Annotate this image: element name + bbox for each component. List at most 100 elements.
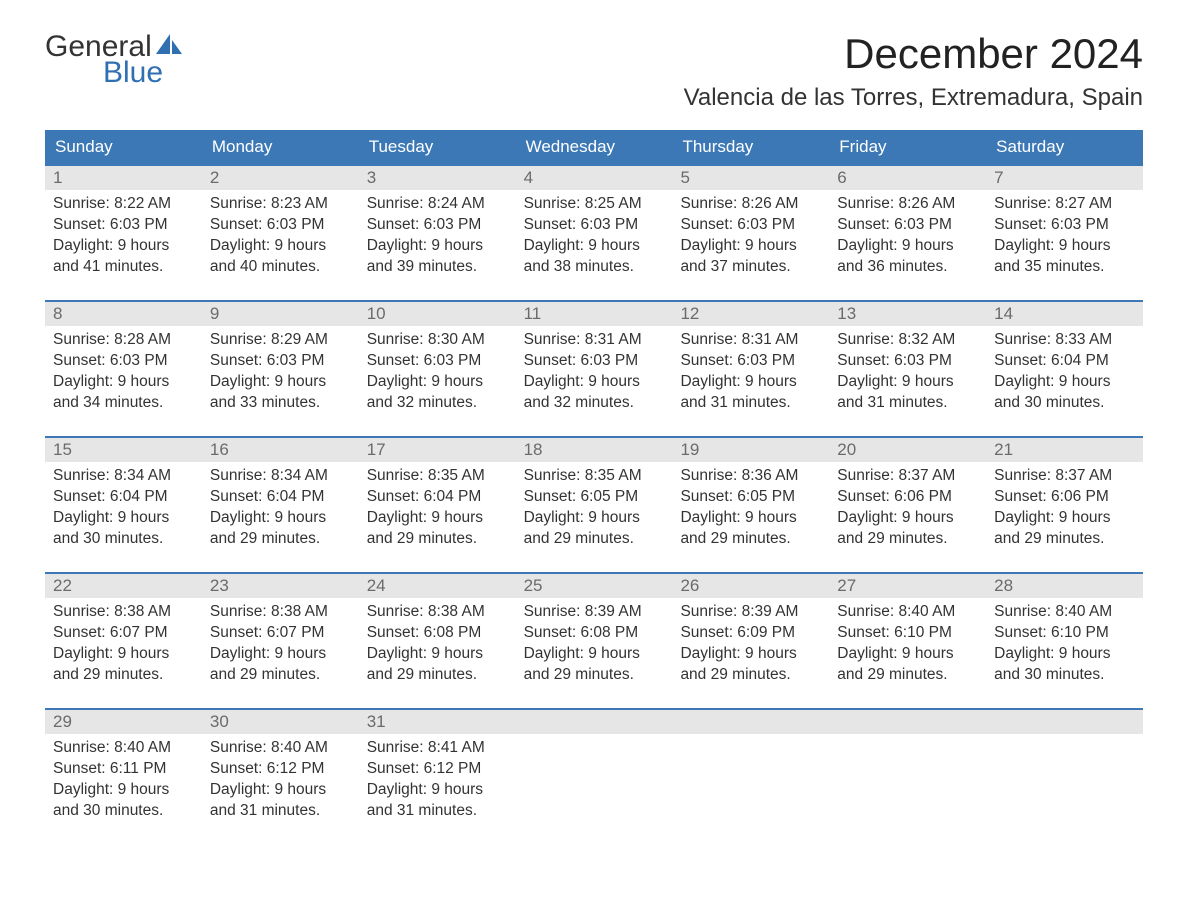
day-sunrise: Sunrise: 8:22 AM	[53, 194, 194, 215]
day-details: Sunrise: 8:38 AMSunset: 6:07 PMDaylight:…	[202, 598, 359, 688]
day-number-row: 22232425262728	[45, 574, 1143, 598]
day-day1: Daylight: 9 hours	[680, 644, 821, 665]
day-day1: Daylight: 9 hours	[837, 236, 978, 257]
day-number: 25	[516, 574, 673, 598]
day-details: Sunrise: 8:34 AMSunset: 6:04 PMDaylight:…	[202, 462, 359, 552]
day-day2: and 32 minutes.	[524, 393, 665, 414]
week-block: 1234567Sunrise: 8:22 AMSunset: 6:03 PMDa…	[45, 164, 1143, 300]
weeks-container: 1234567Sunrise: 8:22 AMSunset: 6:03 PMDa…	[45, 164, 1143, 844]
day-day2: and 30 minutes.	[994, 665, 1135, 686]
page: General Blue December 2024 Valencia de l…	[0, 0, 1188, 884]
day-details: Sunrise: 8:26 AMSunset: 6:03 PMDaylight:…	[829, 190, 986, 280]
day-day2: and 35 minutes.	[994, 257, 1135, 278]
day-day2: and 29 minutes.	[210, 665, 351, 686]
day-number: 24	[359, 574, 516, 598]
day-number: 29	[45, 710, 202, 734]
header: General Blue December 2024 Valencia de l…	[45, 30, 1143, 112]
day-number: 5	[672, 166, 829, 190]
day-day1: Daylight: 9 hours	[524, 372, 665, 393]
day-details: Sunrise: 8:24 AMSunset: 6:03 PMDaylight:…	[359, 190, 516, 280]
day-sunset: Sunset: 6:12 PM	[367, 759, 508, 780]
day-number-row: 891011121314	[45, 302, 1143, 326]
day-details: Sunrise: 8:40 AMSunset: 6:11 PMDaylight:…	[45, 734, 202, 824]
day-number: 7	[986, 166, 1143, 190]
day-details: Sunrise: 8:23 AMSunset: 6:03 PMDaylight:…	[202, 190, 359, 280]
day-number	[829, 710, 986, 734]
title-block: December 2024 Valencia de las Torres, Ex…	[684, 30, 1143, 112]
day-number: 22	[45, 574, 202, 598]
day-day1: Daylight: 9 hours	[53, 780, 194, 801]
day-details: Sunrise: 8:25 AMSunset: 6:03 PMDaylight:…	[516, 190, 673, 280]
day-sunset: Sunset: 6:03 PM	[210, 351, 351, 372]
weekday-header: Sunday	[45, 130, 202, 164]
weekday-header: Saturday	[986, 130, 1143, 164]
day-number: 13	[829, 302, 986, 326]
day-day1: Daylight: 9 hours	[367, 508, 508, 529]
day-sunset: Sunset: 6:05 PM	[524, 487, 665, 508]
day-number: 30	[202, 710, 359, 734]
day-details: Sunrise: 8:37 AMSunset: 6:06 PMDaylight:…	[829, 462, 986, 552]
day-number: 20	[829, 438, 986, 462]
day-sunrise: Sunrise: 8:41 AM	[367, 738, 508, 759]
day-sunrise: Sunrise: 8:25 AM	[524, 194, 665, 215]
day-day1: Daylight: 9 hours	[210, 508, 351, 529]
day-sunrise: Sunrise: 8:32 AM	[837, 330, 978, 351]
day-day2: and 29 minutes.	[837, 529, 978, 550]
day-day1: Daylight: 9 hours	[53, 372, 194, 393]
day-sunrise: Sunrise: 8:35 AM	[524, 466, 665, 487]
day-day1: Daylight: 9 hours	[53, 644, 194, 665]
weekday-header: Monday	[202, 130, 359, 164]
day-details: Sunrise: 8:40 AMSunset: 6:10 PMDaylight:…	[829, 598, 986, 688]
location: Valencia de las Torres, Extremadura, Spa…	[684, 84, 1143, 112]
day-sunset: Sunset: 6:03 PM	[524, 351, 665, 372]
day-sunset: Sunset: 6:03 PM	[210, 215, 351, 236]
day-number: 14	[986, 302, 1143, 326]
day-number: 11	[516, 302, 673, 326]
day-details: Sunrise: 8:41 AMSunset: 6:12 PMDaylight:…	[359, 734, 516, 824]
day-number	[516, 710, 673, 734]
week-block: 293031Sunrise: 8:40 AMSunset: 6:11 PMDay…	[45, 708, 1143, 844]
day-number: 3	[359, 166, 516, 190]
day-day2: and 30 minutes.	[53, 801, 194, 822]
day-sunset: Sunset: 6:04 PM	[53, 487, 194, 508]
day-day1: Daylight: 9 hours	[53, 508, 194, 529]
day-sunrise: Sunrise: 8:38 AM	[367, 602, 508, 623]
day-sunrise: Sunrise: 8:29 AM	[210, 330, 351, 351]
day-details: Sunrise: 8:34 AMSunset: 6:04 PMDaylight:…	[45, 462, 202, 552]
day-day2: and 30 minutes.	[53, 529, 194, 550]
day-sunset: Sunset: 6:07 PM	[53, 623, 194, 644]
day-sunset: Sunset: 6:07 PM	[210, 623, 351, 644]
day-sunset: Sunset: 6:03 PM	[367, 215, 508, 236]
day-sunrise: Sunrise: 8:26 AM	[680, 194, 821, 215]
day-details-row: Sunrise: 8:38 AMSunset: 6:07 PMDaylight:…	[45, 598, 1143, 708]
day-sunrise: Sunrise: 8:34 AM	[210, 466, 351, 487]
day-sunrise: Sunrise: 8:31 AM	[524, 330, 665, 351]
day-details-row: Sunrise: 8:34 AMSunset: 6:04 PMDaylight:…	[45, 462, 1143, 572]
day-sunrise: Sunrise: 8:40 AM	[210, 738, 351, 759]
day-number: 26	[672, 574, 829, 598]
calendar: Sunday Monday Tuesday Wednesday Thursday…	[45, 130, 1143, 844]
day-day1: Daylight: 9 hours	[367, 236, 508, 257]
day-day2: and 31 minutes.	[680, 393, 821, 414]
day-sunset: Sunset: 6:03 PM	[680, 215, 821, 236]
day-day2: and 29 minutes.	[524, 529, 665, 550]
day-day1: Daylight: 9 hours	[210, 644, 351, 665]
day-day1: Daylight: 9 hours	[524, 644, 665, 665]
day-sunrise: Sunrise: 8:38 AM	[53, 602, 194, 623]
day-day2: and 31 minutes.	[210, 801, 351, 822]
day-number-row: 293031	[45, 710, 1143, 734]
day-number: 18	[516, 438, 673, 462]
day-details: Sunrise: 8:30 AMSunset: 6:03 PMDaylight:…	[359, 326, 516, 416]
day-number: 10	[359, 302, 516, 326]
day-number: 16	[202, 438, 359, 462]
day-day2: and 29 minutes.	[367, 529, 508, 550]
day-details	[672, 734, 829, 824]
day-sunset: Sunset: 6:08 PM	[367, 623, 508, 644]
day-sunset: Sunset: 6:09 PM	[680, 623, 821, 644]
weekday-header: Tuesday	[359, 130, 516, 164]
day-details: Sunrise: 8:31 AMSunset: 6:03 PMDaylight:…	[516, 326, 673, 416]
day-number: 1	[45, 166, 202, 190]
day-day1: Daylight: 9 hours	[210, 372, 351, 393]
day-details: Sunrise: 8:26 AMSunset: 6:03 PMDaylight:…	[672, 190, 829, 280]
day-number: 8	[45, 302, 202, 326]
